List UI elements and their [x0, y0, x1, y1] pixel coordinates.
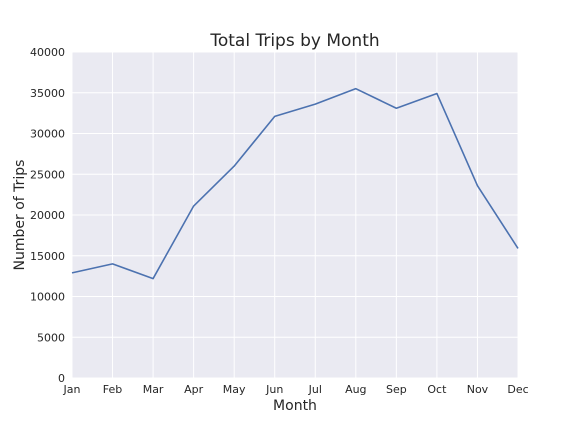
x-tick-label: Jun — [265, 383, 283, 396]
y-tick-label: 0 — [58, 372, 65, 385]
series-group — [71, 87, 519, 280]
x-tick-label: Nov — [467, 383, 489, 396]
x-tick-label: Jan — [63, 383, 81, 396]
y-tick-label: 20000 — [30, 209, 65, 222]
y-tick-label: 35000 — [30, 87, 65, 100]
x-tick-label: Feb — [103, 383, 122, 396]
chart-title: Total Trips by Month — [209, 31, 379, 51]
y-tick-label: 25000 — [30, 168, 65, 181]
y-tick-label: 10000 — [30, 291, 65, 304]
x-tick-label: Apr — [184, 383, 204, 396]
x-tick-label: Oct — [427, 383, 447, 396]
y-tick-label: 40000 — [30, 46, 65, 59]
y-axis-label: Number of Trips — [12, 160, 28, 271]
x-axis: Jan Feb Mar Apr May Jun Jul Aug Sep Oct Nov Dec — [63, 383, 529, 396]
x-tick-label: Jul — [308, 383, 322, 396]
x-axis-label: Month — [273, 398, 317, 414]
x-tick-label: Sep — [386, 383, 407, 396]
y-tick-label: 30000 — [30, 128, 65, 141]
x-tick-label: Dec — [507, 383, 528, 396]
grid — [71, 51, 519, 379]
y-tick-label: 15000 — [30, 250, 65, 263]
series-line — [71, 87, 519, 280]
x-tick-label: Mar — [143, 383, 164, 396]
x-tick-label: Aug — [345, 383, 366, 396]
x-tick-label: May — [223, 383, 246, 396]
y-tick-label: 5000 — [37, 331, 65, 344]
y-axis: 0 5000 10000 15000 20000 25000 30000 35000 40000 — [30, 46, 65, 385]
